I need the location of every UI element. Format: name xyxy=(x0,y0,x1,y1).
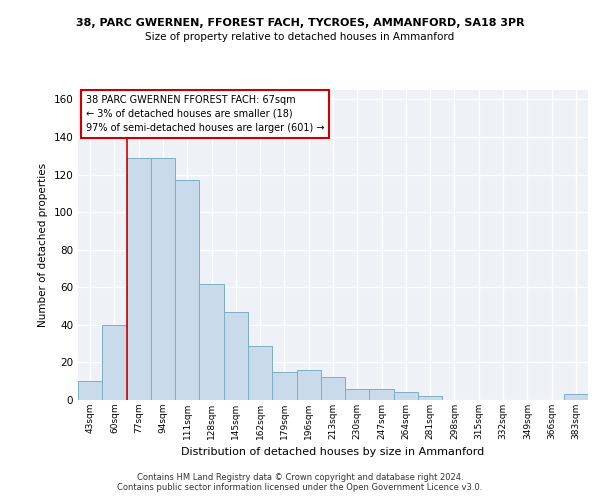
Bar xyxy=(127,158,151,400)
Bar xyxy=(102,325,127,400)
Text: Contains public sector information licensed under the Open Government Licence v3: Contains public sector information licen… xyxy=(118,484,482,492)
Text: Contains HM Land Registry data © Crown copyright and database right 2024.: Contains HM Land Registry data © Crown c… xyxy=(137,472,463,482)
Bar xyxy=(394,392,418,400)
X-axis label: Distribution of detached houses by size in Ammanford: Distribution of detached houses by size … xyxy=(181,448,485,458)
Text: 38, PARC GWERNEN, FFOREST FACH, TYCROES, AMMANFORD, SA18 3PR: 38, PARC GWERNEN, FFOREST FACH, TYCROES,… xyxy=(76,18,524,28)
Bar xyxy=(272,372,296,400)
Bar xyxy=(321,378,345,400)
Bar xyxy=(175,180,199,400)
Bar xyxy=(370,388,394,400)
Bar xyxy=(224,312,248,400)
Bar xyxy=(418,396,442,400)
Bar xyxy=(564,394,588,400)
Bar xyxy=(345,388,370,400)
Bar xyxy=(78,381,102,400)
Bar xyxy=(296,370,321,400)
Text: Size of property relative to detached houses in Ammanford: Size of property relative to detached ho… xyxy=(145,32,455,42)
Bar xyxy=(248,346,272,400)
Text: 38 PARC GWERNEN FFOREST FACH: 67sqm
← 3% of detached houses are smaller (18)
97%: 38 PARC GWERNEN FFOREST FACH: 67sqm ← 3%… xyxy=(86,94,324,132)
Bar xyxy=(199,284,224,400)
Bar xyxy=(151,158,175,400)
Y-axis label: Number of detached properties: Number of detached properties xyxy=(38,163,48,327)
